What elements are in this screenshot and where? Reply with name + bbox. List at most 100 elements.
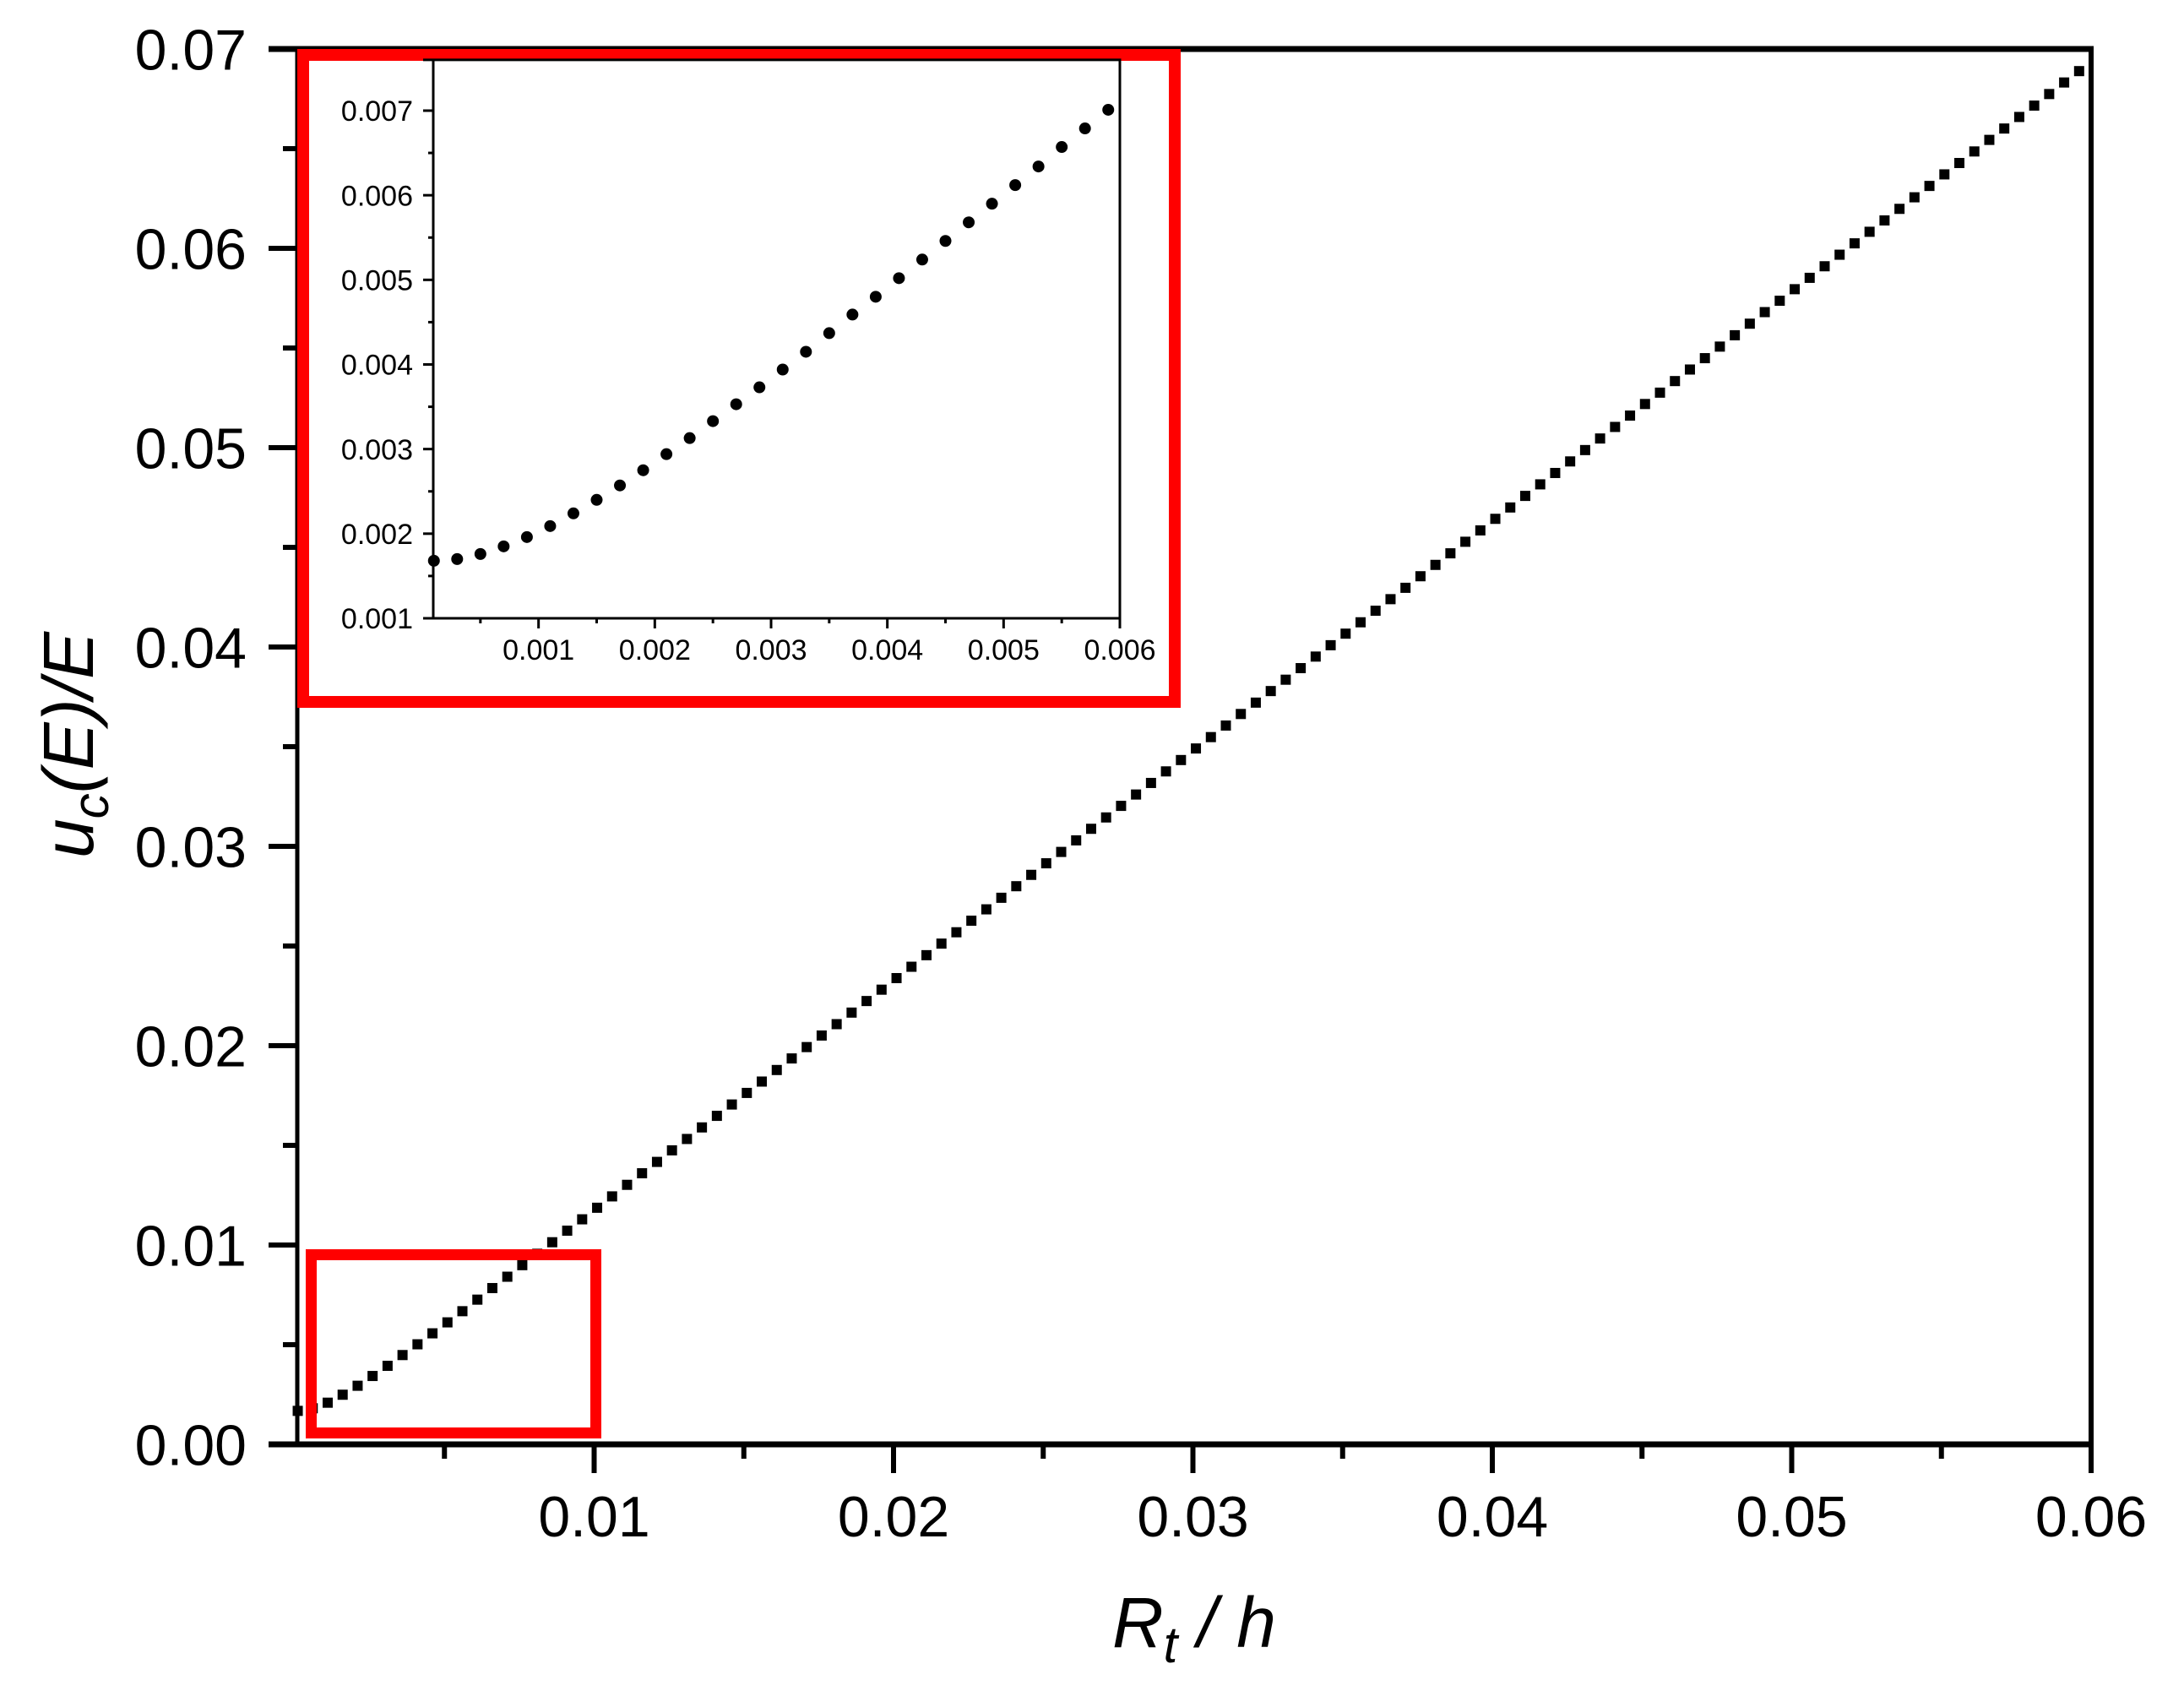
data-point xyxy=(1759,307,1770,318)
data-point xyxy=(517,1259,528,1270)
data-point xyxy=(921,949,932,960)
data-point xyxy=(1445,548,1456,559)
data-point xyxy=(730,398,742,411)
data-point xyxy=(800,345,812,358)
data-point xyxy=(966,916,977,927)
data-point xyxy=(1579,444,1590,455)
data-point xyxy=(497,540,510,552)
data-point xyxy=(1415,571,1426,582)
data-point xyxy=(1939,169,1950,180)
x-tick-label: 0.006 xyxy=(1084,634,1155,666)
data-point xyxy=(1505,502,1516,513)
y-tick-label: 0.004 xyxy=(341,350,413,382)
data-point xyxy=(823,327,835,340)
data-point xyxy=(1325,639,1336,650)
data-point xyxy=(2013,111,2024,122)
data-point xyxy=(1460,536,1471,547)
data-point xyxy=(1550,467,1561,478)
data-point xyxy=(1265,686,1276,697)
data-point xyxy=(1834,249,1845,260)
y-tick-label: 0.007 xyxy=(341,95,413,128)
y-tick-label: 0.05 xyxy=(135,416,247,481)
data-point xyxy=(606,1191,617,1202)
inset-background xyxy=(303,55,1175,702)
x-tick-label: 0.001 xyxy=(503,634,574,666)
data-point xyxy=(891,972,902,983)
data-point xyxy=(427,1328,438,1339)
data-point xyxy=(1220,720,1231,731)
data-point xyxy=(451,552,464,565)
y-tick-label: 0.06 xyxy=(135,217,247,281)
data-point xyxy=(861,996,872,1007)
data-point xyxy=(562,1226,573,1237)
data-point xyxy=(1699,353,1710,364)
data-point xyxy=(786,1053,797,1064)
data-point xyxy=(1819,261,1830,272)
data-point xyxy=(502,1271,513,1282)
x-tick-label: 0.06 xyxy=(2035,1485,2147,1549)
data-point xyxy=(981,904,991,915)
data-point xyxy=(1490,514,1501,525)
inset-ticks xyxy=(423,109,1122,628)
data-point xyxy=(1595,433,1605,444)
data-point xyxy=(1430,559,1441,570)
data-point xyxy=(939,235,952,247)
data-point xyxy=(367,1371,378,1382)
data-point xyxy=(1032,160,1045,173)
y-tick-label: 0.002 xyxy=(341,519,413,551)
data-point xyxy=(1639,399,1650,410)
data-point xyxy=(1954,157,1965,168)
data-point xyxy=(1056,141,1068,154)
data-point xyxy=(1670,376,1681,387)
data-point xyxy=(869,291,882,303)
data-point xyxy=(1340,628,1351,639)
data-point xyxy=(831,1019,842,1030)
data-point xyxy=(2044,89,2055,100)
data-point xyxy=(1625,411,1636,421)
data-point xyxy=(963,216,975,229)
x-tick-label: 0.004 xyxy=(851,634,923,666)
data-point xyxy=(614,479,627,492)
data-point xyxy=(1924,181,1935,192)
data-point xyxy=(771,1064,782,1075)
data-point xyxy=(1085,824,1096,835)
data-point xyxy=(382,1361,393,1372)
data-point xyxy=(1370,606,1381,617)
y-tick-label: 0.003 xyxy=(341,434,413,466)
data-point xyxy=(1310,651,1321,662)
data-point xyxy=(1984,134,1995,145)
data-point xyxy=(2029,101,2040,111)
data-point xyxy=(1849,238,1860,249)
data-point xyxy=(1475,525,1486,536)
data-point xyxy=(1131,789,1142,800)
data-point xyxy=(1102,103,1115,116)
inset-plot: 0.001 0.002 0.003 0.004 0.005 0.006 0.001 0.002… xyxy=(297,49,1181,708)
data-point xyxy=(1730,329,1741,340)
data-point xyxy=(1040,858,1051,869)
y-tick-label: 0.02 xyxy=(135,1014,247,1079)
data-point xyxy=(486,1282,497,1293)
data-point xyxy=(546,1237,557,1248)
data-point xyxy=(1790,284,1801,295)
data-point xyxy=(1744,318,1755,329)
y-axis-title: uc(E)/E xyxy=(29,631,119,858)
main-ticks xyxy=(269,46,2094,1473)
data-point xyxy=(520,530,533,543)
data-point xyxy=(442,1317,453,1328)
data-point xyxy=(567,507,579,519)
data-point xyxy=(1355,617,1366,628)
data-point xyxy=(707,415,720,427)
x-axis-title: Rt / h xyxy=(1112,1583,1276,1673)
data-point xyxy=(1565,456,1576,467)
data-point xyxy=(1400,582,1411,593)
data-point xyxy=(801,1041,812,1052)
data-point xyxy=(1684,364,1695,375)
data-point xyxy=(472,1294,483,1305)
data-point xyxy=(776,363,789,376)
data-point xyxy=(2059,77,2070,88)
data-point xyxy=(412,1339,423,1350)
highlight-region-box xyxy=(306,1249,601,1438)
main-plot: 0.01 0.02 0.03 0.04 0.05 0.06 0.00 0.01 0.02 0.03… xyxy=(135,18,2148,1549)
data-point xyxy=(1145,777,1156,788)
